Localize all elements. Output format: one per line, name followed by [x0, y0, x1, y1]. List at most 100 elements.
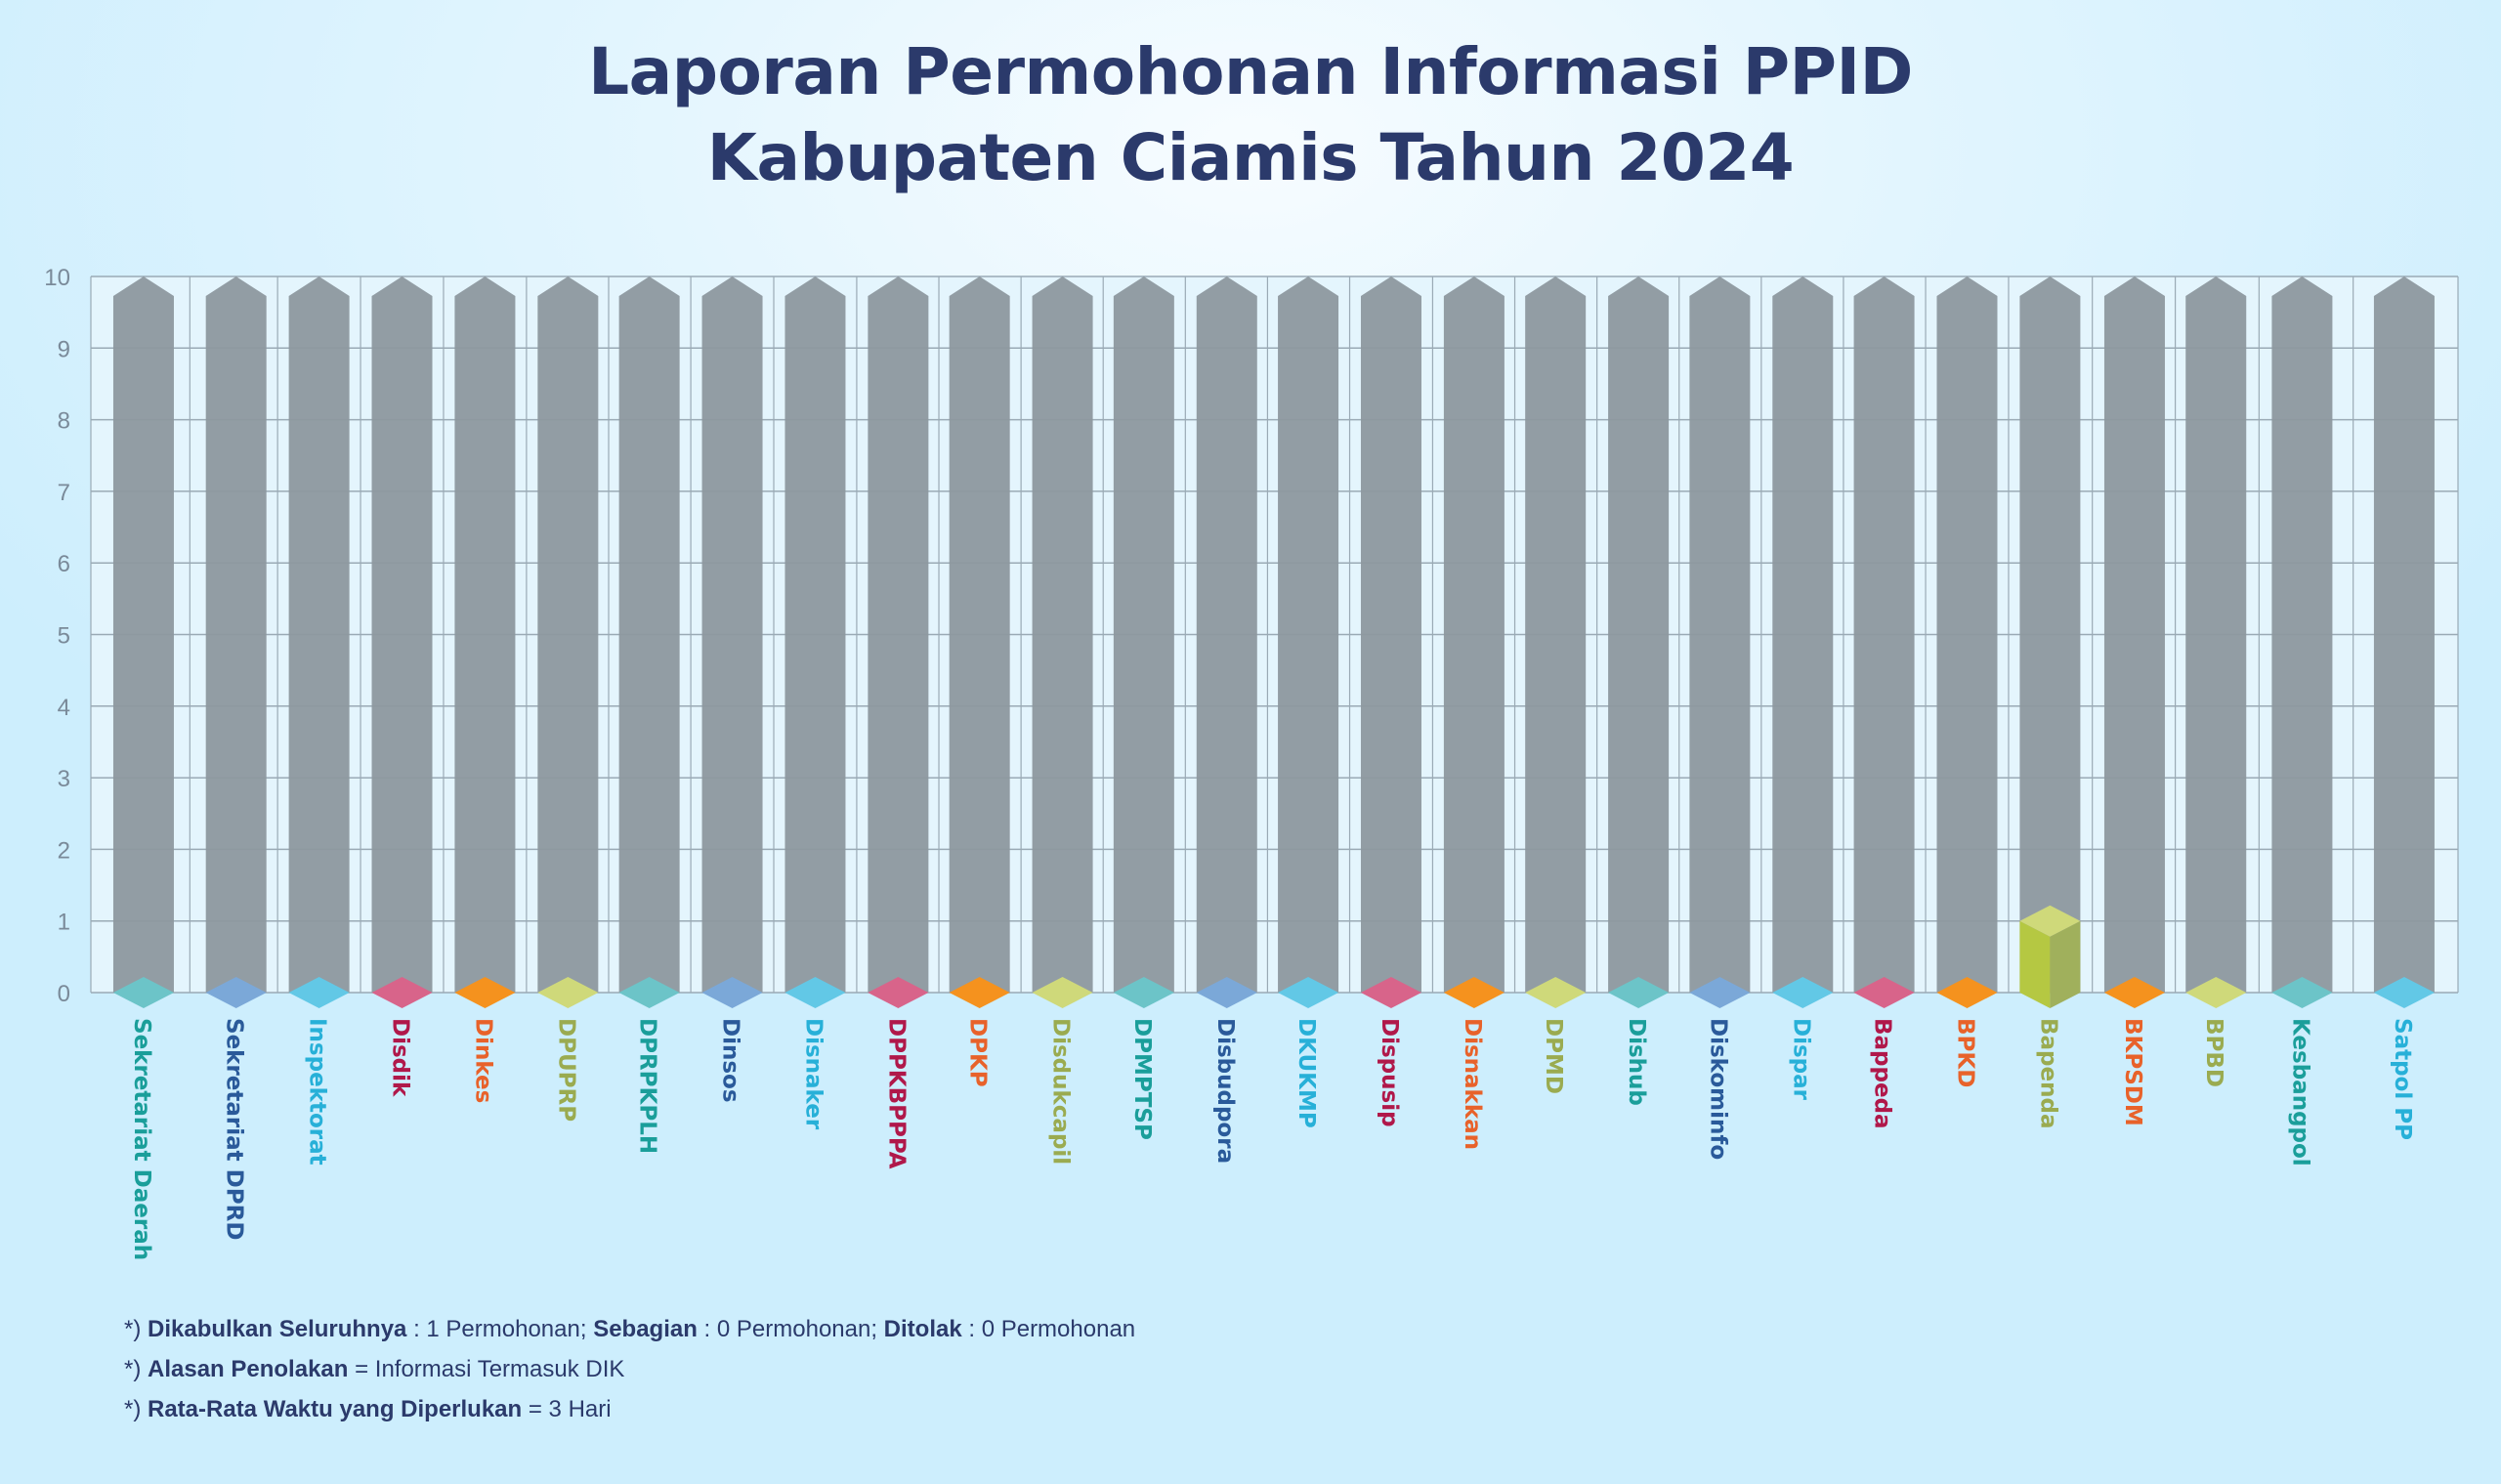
y-tick-label: 1 — [58, 910, 70, 936]
footnote-line: *) Alasan Penolakan = Informasi Termasuk… — [124, 1349, 1135, 1389]
bar-zero-marker — [537, 977, 599, 1008]
y-tick-label: 2 — [58, 837, 70, 864]
bar-zero-marker — [1772, 977, 1834, 1008]
background-bar — [949, 276, 1010, 993]
bar-zero-marker — [1196, 977, 1257, 1008]
y-tick-label: 8 — [58, 408, 70, 435]
x-tick-label: Bappeda — [1870, 1018, 1895, 1129]
footnote-line: *) Dikabulkan Seluruhnya : 1 Permohonan;… — [124, 1309, 1135, 1349]
bar-zero-marker — [1032, 977, 1093, 1008]
background-bar — [1196, 276, 1257, 993]
background-bar — [1853, 276, 1915, 993]
bar-group: Disbudpora — [1196, 276, 1257, 1164]
bar-zero-marker — [784, 977, 846, 1008]
x-tick-label: Sekretariat DPRD — [222, 1018, 247, 1240]
background-bar — [205, 276, 267, 993]
x-tick-label: Disdukcapil — [1048, 1018, 1074, 1165]
bar-zero-marker — [701, 977, 763, 1008]
background-bar — [537, 276, 599, 993]
bar-zero-marker — [112, 977, 174, 1008]
bar-top-face — [2019, 905, 2081, 937]
bar-zero-marker — [371, 977, 433, 1008]
bar-group: Dispusip — [1360, 276, 1421, 1127]
bar-group: Bapenda — [2019, 276, 2081, 1128]
bar-zero-marker — [1853, 977, 1915, 1008]
bar-group: DPRPKPLH — [618, 276, 680, 1154]
x-tick-label: Disnakkan — [1460, 1018, 1485, 1150]
bar-group: Disnakkan — [1443, 276, 1505, 1150]
bar-zero-marker — [2373, 977, 2435, 1008]
bar-zero-marker — [2103, 977, 2165, 1008]
footnote-label: Rata-Rata Waktu yang Diperlukan — [148, 1396, 523, 1422]
bar-zero-marker — [1360, 977, 1421, 1008]
x-tick-label: Kesbangpol — [2287, 1018, 2312, 1166]
bar-zero-marker — [1525, 977, 1587, 1008]
y-tick-label: 0 — [58, 981, 70, 1007]
bar-group: Dinsos — [701, 276, 763, 1103]
lower-background — [0, 993, 2501, 1484]
footnote-value: : 0 Permohonan; — [697, 1316, 884, 1342]
title-line-2: Kabupaten Ciamis Tahun 2024 — [706, 120, 1795, 195]
background-bar — [454, 276, 516, 993]
x-tick-label: DPUPRP — [553, 1018, 578, 1122]
y-tick-label: 3 — [58, 766, 70, 792]
x-tick-label: DPPKBPPPA — [883, 1018, 909, 1169]
x-tick-label: BKPSDM — [2120, 1018, 2145, 1126]
background-bar — [1113, 276, 1174, 993]
footnote-prefix: *) — [124, 1316, 148, 1342]
background-bar — [2271, 276, 2333, 993]
bar-front-face — [2019, 920, 2051, 1008]
bar-group: Sekretariat Daerah — [112, 276, 174, 1260]
x-tick-label: Dinkes — [470, 1018, 495, 1103]
bar-zero-marker — [1443, 977, 1505, 1008]
bar-side-face — [2050, 920, 2081, 1008]
y-tick-label: 7 — [58, 480, 70, 506]
footnote-prefix: *) — [124, 1356, 148, 1382]
bar-zero-marker — [205, 977, 267, 1008]
footnote-label: Sebagian — [593, 1316, 698, 1342]
x-tick-label: Bapenda — [2035, 1018, 2060, 1128]
bar-group: Dispar — [1772, 276, 1834, 1101]
x-tick-label: Inspektorat — [305, 1018, 330, 1166]
background-bar — [288, 276, 350, 993]
bar-group: Diskominfo — [1689, 276, 1751, 1160]
x-tick-label: Diskominfo — [1705, 1018, 1730, 1160]
bar-group: Disdukcapil — [1032, 276, 1093, 1165]
bar-zero-marker — [288, 977, 350, 1008]
bar-zero-marker — [1113, 977, 1174, 1008]
bar-group: Disnaker — [784, 276, 846, 1130]
background-bar — [784, 276, 846, 993]
x-tick-label: Disdik — [388, 1018, 413, 1097]
background-bar — [2019, 276, 2081, 993]
background-bar — [2103, 276, 2165, 993]
background-bar — [1525, 276, 1587, 993]
x-tick-label: Satpol PP — [2390, 1018, 2415, 1140]
footnote-value: : 0 Permohonan — [961, 1316, 1136, 1342]
chart-title: Laporan Permohonan Informasi PPID Kabupa… — [0, 29, 2501, 201]
background-bar — [701, 276, 763, 993]
bar-group: Sekretariat DPRD — [205, 276, 267, 1240]
bar-group: Kesbangpol — [2271, 276, 2333, 1166]
x-tick-label: Dinsos — [718, 1018, 743, 1103]
x-tick-label: DPRPKPLH — [635, 1018, 660, 1154]
y-tick-label: 9 — [58, 336, 70, 362]
background-bar — [2185, 276, 2247, 993]
bar-zero-marker — [618, 977, 680, 1008]
background-bar — [1772, 276, 1834, 993]
bar-zero-marker — [868, 977, 929, 1008]
background-bar — [112, 276, 174, 993]
bar-group: DPPKBPPPA — [868, 276, 929, 1169]
background-bar — [1936, 276, 1998, 993]
bar-zero-marker — [1278, 977, 1339, 1008]
background-bar — [1032, 276, 1093, 993]
x-tick-label: BPBD — [2201, 1018, 2226, 1087]
bar-group: Satpol PP — [2373, 276, 2435, 1140]
bar-group: Dishub — [1608, 276, 1670, 1106]
bar-group: DPMD — [1525, 276, 1587, 1094]
x-tick-label: Sekretariat Daerah — [129, 1018, 154, 1260]
bar-zero-marker — [949, 977, 1010, 1008]
bar-group: DKUKMP — [1278, 276, 1339, 1128]
y-tick-label: 5 — [58, 623, 70, 650]
x-tick-label: Disbudpora — [1212, 1018, 1238, 1164]
